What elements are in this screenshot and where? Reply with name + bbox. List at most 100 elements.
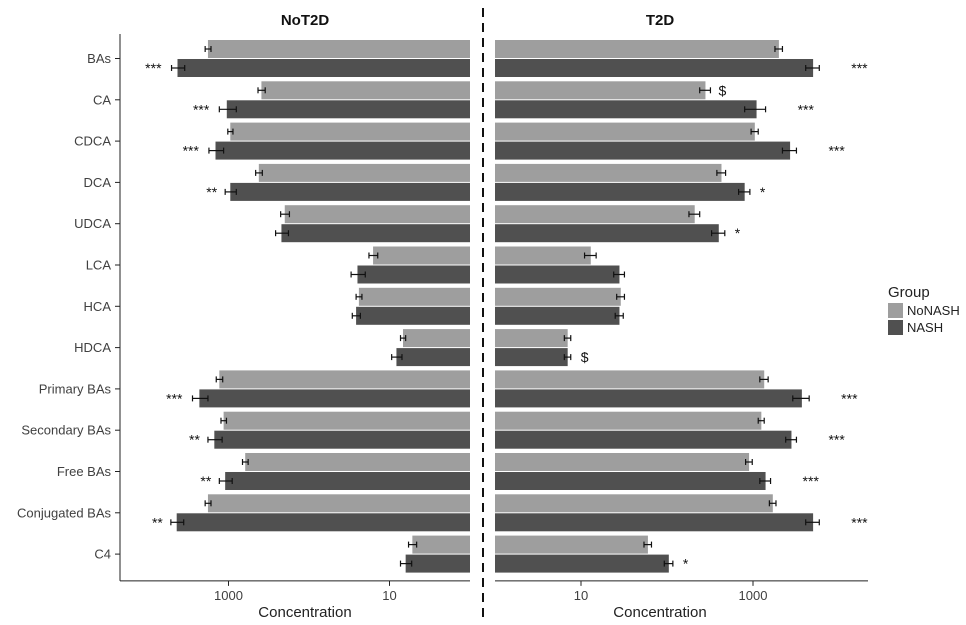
- significance-label-free-bas: ***: [803, 473, 820, 489]
- panel-t2d: T2D100010Concentration******$*****$*****…: [495, 12, 868, 621]
- category-label-conjugated-bas: Conjugated BAs: [17, 505, 111, 520]
- category-label-hdca: HDCA: [74, 340, 111, 355]
- bar-nash-bas: [495, 59, 814, 77]
- panel-title: T2D: [646, 12, 675, 29]
- significance-label-conjugated-bas: ***: [851, 514, 868, 530]
- x-tick-label: 10: [382, 588, 396, 603]
- bar-nonash-bas: [207, 40, 470, 58]
- bar-nonash-c4: [495, 535, 648, 554]
- bar-nash-secondary-bas: [214, 430, 470, 449]
- significance-label-secondary-bas: ***: [828, 432, 845, 448]
- bar-nash-free-bas: [495, 472, 766, 490]
- legend-swatch-nash: [888, 320, 903, 335]
- category-label-lca: LCA: [86, 258, 112, 273]
- x-tick-label: 1000: [214, 588, 243, 603]
- significance-label-primary-bas: ***: [841, 390, 858, 406]
- legend-title: Group: [888, 284, 930, 301]
- significance-label-secondary-bas: **: [189, 432, 200, 448]
- bar-nash-c4: [495, 554, 669, 573]
- category-label-bas: BAs: [87, 51, 111, 66]
- bar-nonash-hca: [495, 287, 621, 306]
- significance-label-cdca: ***: [183, 143, 200, 159]
- significance-label-cdca: ***: [828, 143, 845, 159]
- bar-nonash-conjugated-bas: [495, 494, 773, 513]
- category-label-secondary-bas: Secondary BAs: [21, 423, 111, 438]
- bar-nonash-ca: [261, 81, 470, 100]
- category-label-cdca: CDCA: [74, 134, 111, 149]
- bar-nonash-primary-bas: [219, 370, 470, 389]
- legend-label-nonash: NoNASH: [907, 303, 960, 318]
- bar-nash-dca: [495, 182, 745, 201]
- significance-label-udca: *: [735, 225, 741, 241]
- marker-label-ca: $: [718, 82, 726, 98]
- bar-nash-dca: [230, 182, 470, 201]
- significance-label-dca: **: [206, 184, 217, 200]
- bar-nonash-udca: [495, 205, 695, 224]
- bar-nonash-ca: [495, 81, 706, 100]
- category-label-dca: DCA: [84, 175, 112, 190]
- significance-label-bas: ***: [145, 60, 162, 76]
- legend: Group NoNASH NASH: [888, 284, 960, 335]
- bar-nash-ca: [226, 100, 470, 119]
- bar-nonash-dca: [495, 163, 722, 182]
- significance-label-bas: ***: [851, 60, 868, 76]
- bar-nash-hca: [495, 306, 620, 325]
- bar-nash-bas: [177, 59, 470, 77]
- bar-nash-udca: [495, 224, 719, 243]
- bar-nash-primary-bas: [495, 389, 802, 408]
- significance-label-hdca: $: [581, 349, 589, 365]
- bar-nash-free-bas: [225, 472, 470, 490]
- bar-nash-conjugated-bas: [176, 513, 470, 532]
- significance-label-dca: *: [760, 184, 766, 200]
- bar-nonash-secondary-bas: [495, 411, 762, 430]
- bar-nonash-hdca: [495, 329, 568, 348]
- category-label-c4: C4: [94, 547, 111, 562]
- category-axis: BAs CA CDCA DCA UDCA LCA HCA HDCA Primary BAs Sec…: [17, 34, 121, 581]
- bar-nash-hca: [356, 306, 470, 325]
- bar-nash-udca: [281, 224, 470, 243]
- x-tick-label: 1000: [739, 588, 768, 603]
- significance-label-primary-bas: ***: [166, 390, 183, 406]
- significance-label-ca: ***: [193, 101, 210, 117]
- bar-nonash-conjugated-bas: [207, 494, 470, 513]
- category-label-primary-bas: Primary BAs: [39, 381, 112, 396]
- bar-nash-conjugated-bas: [495, 513, 814, 532]
- significance-label-ca: ***: [798, 101, 815, 117]
- legend-swatch-nonash: [888, 303, 903, 318]
- significance-label-conjugated-bas: **: [152, 514, 163, 530]
- x-tick-label: 10: [574, 588, 588, 603]
- bar-nonash-hca: [358, 287, 470, 306]
- bar-nash-cdca: [495, 141, 791, 160]
- bar-nonash-hdca: [402, 329, 470, 348]
- bar-nash-hdca: [495, 348, 568, 367]
- bar-nonash-udca: [284, 205, 470, 224]
- bar-nash-ca: [495, 100, 757, 119]
- bar-nonash-free-bas: [245, 453, 470, 471]
- category-label-ca: CA: [93, 92, 111, 107]
- significance-label-c4: *: [683, 556, 689, 572]
- bar-nonash-secondary-bas: [223, 411, 470, 430]
- x-axis-title: Concentration: [613, 604, 706, 621]
- bar-nash-lca: [357, 265, 470, 284]
- bar-nonash-bas: [495, 40, 779, 58]
- category-label-hca: HCA: [84, 299, 112, 314]
- bar-nonash-cdca: [495, 122, 755, 141]
- bar-nonash-free-bas: [495, 453, 750, 471]
- bar-nash-primary-bas: [199, 389, 470, 408]
- bar-nonash-c4: [412, 535, 470, 554]
- bar-nonash-lca: [373, 246, 470, 265]
- bar-nash-c4: [405, 554, 470, 573]
- bar-nash-lca: [495, 265, 620, 284]
- bar-nonash-dca: [258, 163, 470, 182]
- bar-nash-cdca: [215, 141, 470, 160]
- bar-nonash-primary-bas: [495, 370, 765, 389]
- category-label-free-bas: Free BAs: [57, 464, 112, 479]
- legend-label-nash: NASH: [907, 320, 943, 335]
- significance-label-free-bas: **: [200, 473, 211, 489]
- bar-nonash-lca: [495, 246, 591, 265]
- x-axis-title: Concentration: [258, 604, 351, 621]
- category-label-udca: UDCA: [74, 216, 111, 231]
- bar-nash-hdca: [396, 348, 470, 367]
